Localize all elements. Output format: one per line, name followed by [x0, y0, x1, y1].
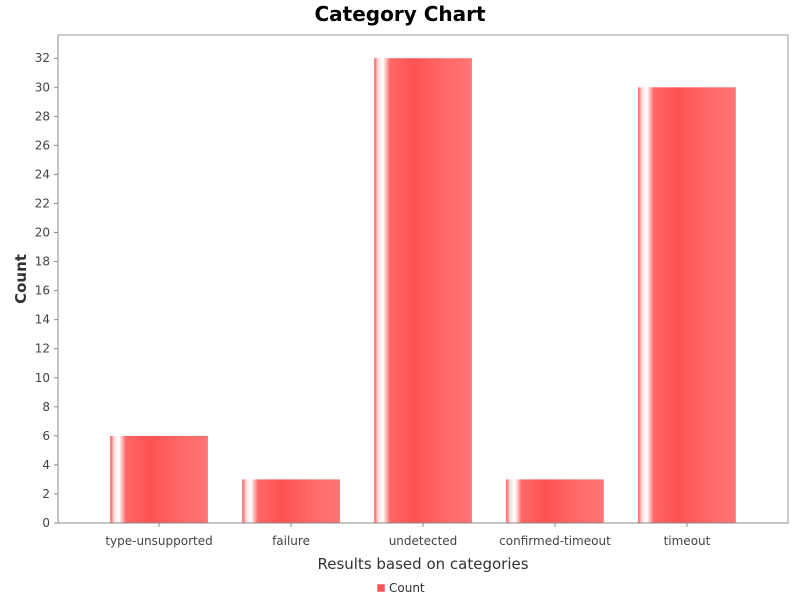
y-tick-label: 28 — [35, 109, 50, 123]
y-tick-label: 22 — [35, 196, 50, 210]
y-axis-label: Count — [12, 254, 30, 304]
y-tick-label: 18 — [35, 255, 50, 269]
x-tick-label: type-unsupported — [105, 534, 212, 548]
y-tick-label: 26 — [35, 138, 50, 152]
y-tick-label: 2 — [42, 487, 50, 501]
y-tick-label: 4 — [42, 458, 50, 472]
y-tick-label: 8 — [42, 400, 50, 414]
bar-failure — [242, 479, 340, 523]
x-tick-label: timeout — [664, 534, 711, 548]
y-tick-label: 16 — [35, 284, 50, 298]
x-tick-label: confirmed-timeout — [499, 534, 611, 548]
bar-type-unsupported — [110, 435, 208, 523]
x-tick-label: failure — [272, 534, 310, 548]
legend-swatch — [376, 583, 386, 593]
bar-confirmed-timeout — [506, 479, 604, 523]
y-tick-label: 0 — [42, 516, 50, 530]
y-tick-label: 12 — [35, 342, 50, 356]
y-tick-label: 24 — [35, 167, 50, 181]
y-tick-label: 30 — [35, 80, 50, 94]
x-tick-label: undetected — [389, 534, 458, 548]
bar-undetected — [374, 58, 472, 523]
chart-title: Category Chart — [314, 2, 486, 26]
y-tick-label: 20 — [35, 226, 50, 240]
y-tick-label: 32 — [35, 51, 50, 65]
y-tick-label: 14 — [35, 313, 50, 327]
bar-timeout — [638, 87, 736, 524]
legend-label: Count — [389, 581, 425, 595]
legend: Count — [376, 581, 425, 595]
y-tick-label: 10 — [35, 371, 50, 385]
x-axis-label: Results based on categories — [317, 555, 528, 573]
y-tick-label: 6 — [42, 429, 50, 443]
